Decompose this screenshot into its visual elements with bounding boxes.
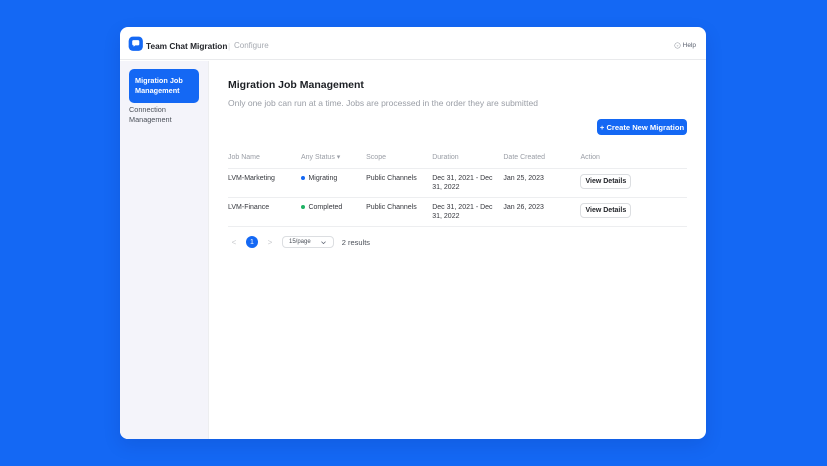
svg-text:?: ?	[676, 43, 678, 47]
